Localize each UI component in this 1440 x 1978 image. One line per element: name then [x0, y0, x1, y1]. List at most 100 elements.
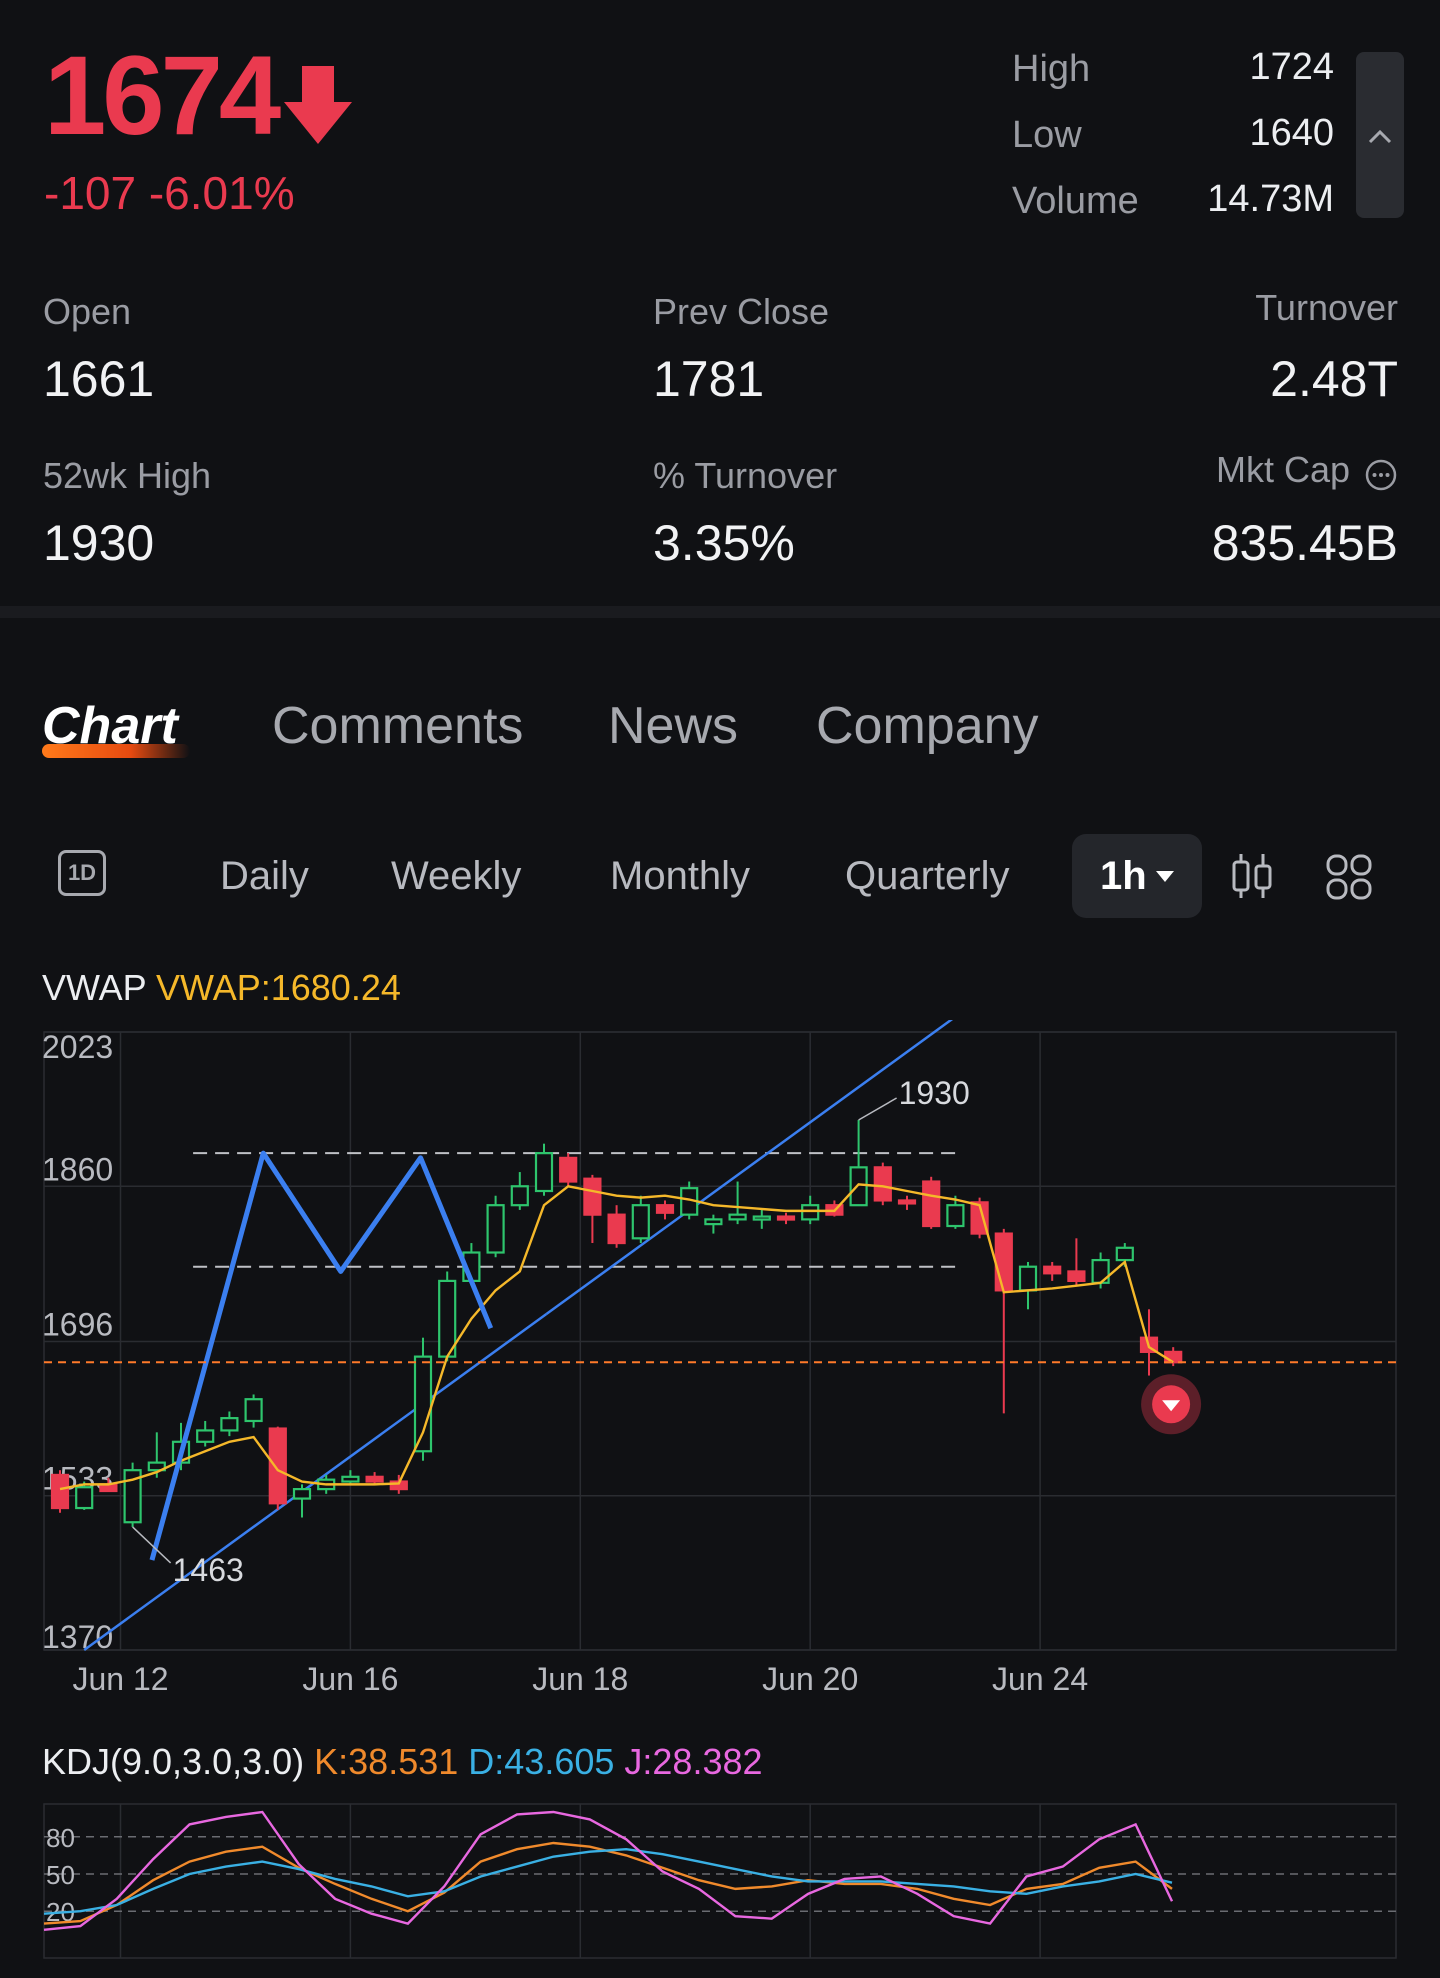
candle-up [341, 1475, 360, 1483]
candle-down [970, 1201, 989, 1235]
kdj-frame [43, 1803, 1397, 1959]
candle-up [244, 1398, 263, 1423]
high-label: High [1012, 48, 1091, 90]
x-axis-tick-label: Jun 16 [302, 1661, 398, 1697]
candle-down [994, 1232, 1013, 1292]
candle-down [268, 1427, 287, 1505]
vwap-name: VWAP [42, 967, 147, 1008]
kdj-k: K:38.531 [314, 1741, 459, 1782]
candle-down [1164, 1350, 1183, 1364]
candle-up [1115, 1246, 1134, 1262]
candle-up [486, 1204, 505, 1254]
low-label: Low [1012, 114, 1082, 156]
candle-up [752, 1215, 771, 1221]
volume-value: 14.73M [1207, 178, 1334, 220]
low-annotation-label: 1463 [173, 1552, 244, 1588]
candle-up [534, 1152, 554, 1193]
candle-up [147, 1461, 166, 1472]
stat-prev-close-label: Prev Close [653, 291, 830, 332]
grid-layout-icon[interactable] [1326, 854, 1372, 900]
pattern-trend-line [149, 1150, 494, 1561]
candle-up [704, 1218, 723, 1226]
candle-down [50, 1473, 70, 1510]
candle-down [897, 1199, 917, 1205]
candle-down [607, 1213, 626, 1245]
candle-up [413, 1355, 433, 1453]
more-info-icon[interactable] [1364, 458, 1398, 492]
volume-label: Volume [1012, 180, 1139, 222]
candle-up [196, 1429, 215, 1443]
kdj-j: J:28.382 [624, 1741, 763, 1782]
period-daily[interactable]: Daily [220, 854, 309, 898]
candle-down [583, 1177, 602, 1216]
caret-down-icon [1156, 871, 1174, 882]
vwap-legend: VWAP VWAP:1680.24 [42, 970, 401, 1006]
intraday-1d-button[interactable]: 1D [58, 850, 106, 896]
tab-active-indicator [42, 744, 190, 758]
tab-chart[interactable]: Chart [42, 697, 178, 755]
period-1h-dropdown[interactable] [1072, 834, 1202, 918]
candle-up [631, 1204, 650, 1240]
tab-company[interactable]: Company [816, 697, 1039, 755]
high-annotation-label: 1930 [899, 1075, 970, 1111]
sell-signal-arrow-icon [1162, 1400, 1181, 1412]
candle-down [873, 1166, 892, 1202]
vwap-line [59, 1183, 1174, 1491]
kdj-name: KDJ(9.0,3.0,3.0) [42, 1741, 305, 1782]
x-axis-tick-label: Jun 18 [532, 1661, 628, 1697]
stat-pct-turnover-label: % Turnover [653, 455, 838, 496]
price-change: -107 -6.01% [44, 167, 295, 219]
candlestick-icon[interactable] [1230, 852, 1274, 900]
y-axis-tick-label: 1696 [42, 1306, 113, 1342]
kdj-y-tick-label: 80 [46, 1823, 75, 1853]
candle-down [365, 1475, 384, 1483]
last-price: 1674 [44, 33, 281, 158]
section-divider [0, 606, 1440, 618]
candle-up [849, 1166, 868, 1207]
candle-down [559, 1156, 578, 1183]
candle-up [510, 1185, 529, 1207]
candle-down [1043, 1265, 1062, 1275]
stat-mkt-cap-value: 835.45B [1211, 515, 1398, 571]
kdj-legend: KDJ(9.0,3.0,3.0) K:38.531 D:43.605 J:28.… [42, 1744, 763, 1780]
stat-prev-close-value: 1781 [653, 351, 765, 407]
stat-open-value: 1661 [43, 351, 155, 407]
vwap-value: VWAP:1680.24 [156, 967, 401, 1008]
candle-up [220, 1417, 239, 1432]
candle-up [801, 1204, 820, 1221]
x-axis-tick-label: Jun 12 [72, 1661, 168, 1697]
stat-turnover-value: 2.48T [1270, 351, 1398, 407]
candle-down [1067, 1270, 1086, 1283]
candle-up [728, 1213, 747, 1221]
period-monthly[interactable]: Monthly [610, 854, 751, 898]
stat-open-label: Open [43, 291, 132, 332]
stat-pct-turnover-value: 3.35% [653, 515, 795, 571]
y-axis-tick-label: 2023 [42, 1029, 113, 1065]
candle-up [292, 1488, 312, 1500]
kdj-series-j [43, 1810, 1174, 1931]
period-weekly[interactable]: Weekly [391, 854, 522, 898]
chevron-up-icon [1368, 129, 1392, 144]
candle-up [123, 1469, 142, 1524]
kdj-y-tick-label: 50 [46, 1860, 75, 1890]
stat-52wk-high-label: 52wk High [43, 455, 212, 496]
candle-up [75, 1486, 94, 1510]
kdj-d: D:43.605 [468, 1741, 615, 1782]
collapse-button[interactable] [1356, 52, 1404, 218]
tab-news[interactable]: News [608, 697, 739, 755]
candle-down [776, 1215, 796, 1221]
x-axis-tick-label: Jun 20 [762, 1661, 858, 1697]
period-quarterly[interactable]: Quarterly [845, 854, 1010, 898]
support-trend-line-extension [545, 1020, 954, 1316]
high-value: 1724 [1249, 46, 1334, 88]
low-annotation-leader [132, 1526, 172, 1564]
candle-up [438, 1279, 457, 1358]
stat-mkt-cap-label: Mkt Cap [1215, 449, 1350, 490]
y-axis-tick-label: 1860 [42, 1151, 113, 1187]
candle-down [655, 1204, 675, 1214]
arrow-down-icon [284, 66, 352, 144]
stat-52wk-high-value: 1930 [43, 515, 155, 571]
tab-comments[interactable]: Comments [272, 697, 524, 755]
